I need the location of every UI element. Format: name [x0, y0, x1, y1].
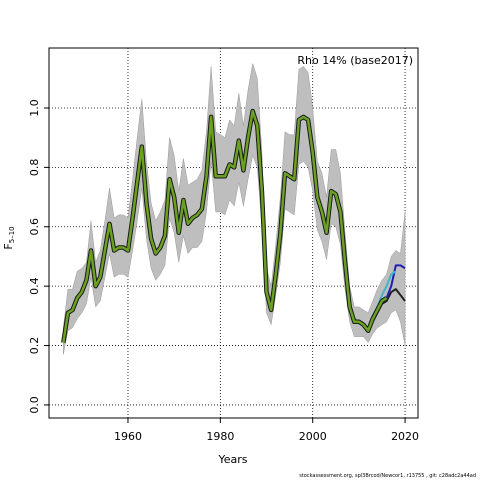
- plot-area: [49, 48, 418, 418]
- series-line: [62, 109, 388, 343]
- y-tick-label: 0.6: [28, 218, 41, 236]
- x-axis-label: Years: [217, 453, 247, 466]
- x-tick-label: 1980: [206, 430, 234, 443]
- y-axis-label-sub: 5–10: [8, 226, 16, 243]
- annotation: Rho 14% (base2017): [297, 54, 413, 67]
- plot-frame: [48, 47, 419, 419]
- x-tick-label: 1960: [114, 430, 142, 443]
- x-tick-label: 2020: [391, 430, 419, 443]
- footer: stockassessment.org, spl3Brcod/Newcor1, …: [299, 473, 476, 479]
- x-tick-label: 2000: [299, 430, 327, 443]
- y-axis-label: F5–10: [2, 226, 16, 249]
- y-tick-label: 0.0: [28, 396, 41, 414]
- y-tick-label: 0.2: [28, 337, 41, 355]
- y-tick-label: 0.4: [28, 277, 41, 295]
- y-axis-label-main: F: [2, 243, 15, 249]
- y-tick-label: 0.8: [28, 159, 41, 177]
- y-tick-label: 1.0: [28, 99, 41, 117]
